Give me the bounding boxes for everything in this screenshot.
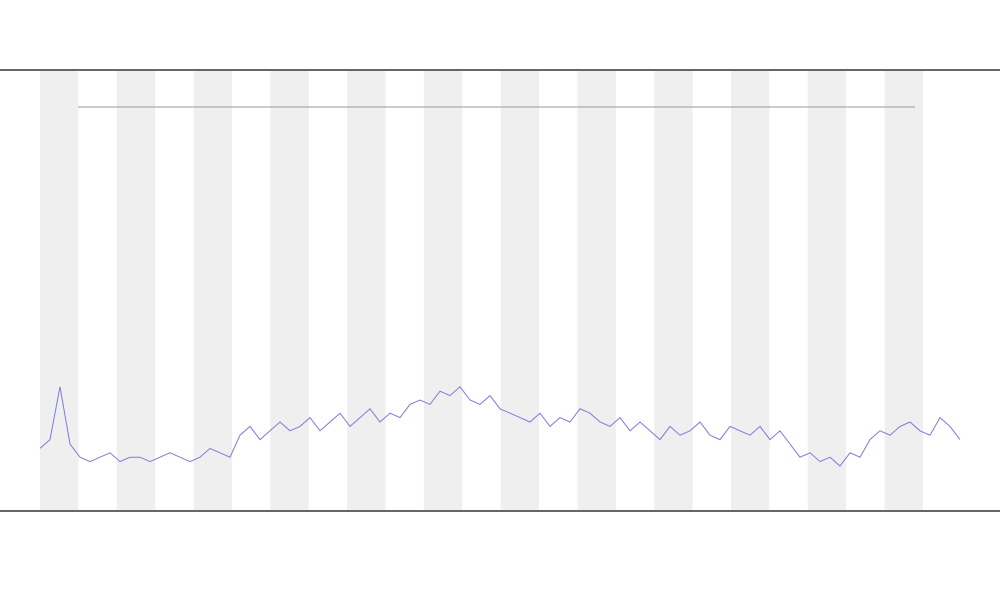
band	[40, 71, 79, 510]
background-bands	[40, 71, 923, 510]
series-line	[39, 386, 961, 467]
band	[347, 71, 386, 510]
band	[193, 71, 232, 510]
band	[577, 71, 616, 510]
band	[423, 71, 463, 510]
band	[884, 71, 923, 510]
band	[654, 71, 693, 510]
band	[270, 71, 309, 510]
band	[807, 71, 847, 510]
band	[500, 71, 540, 510]
band	[731, 71, 770, 510]
band	[116, 71, 156, 510]
